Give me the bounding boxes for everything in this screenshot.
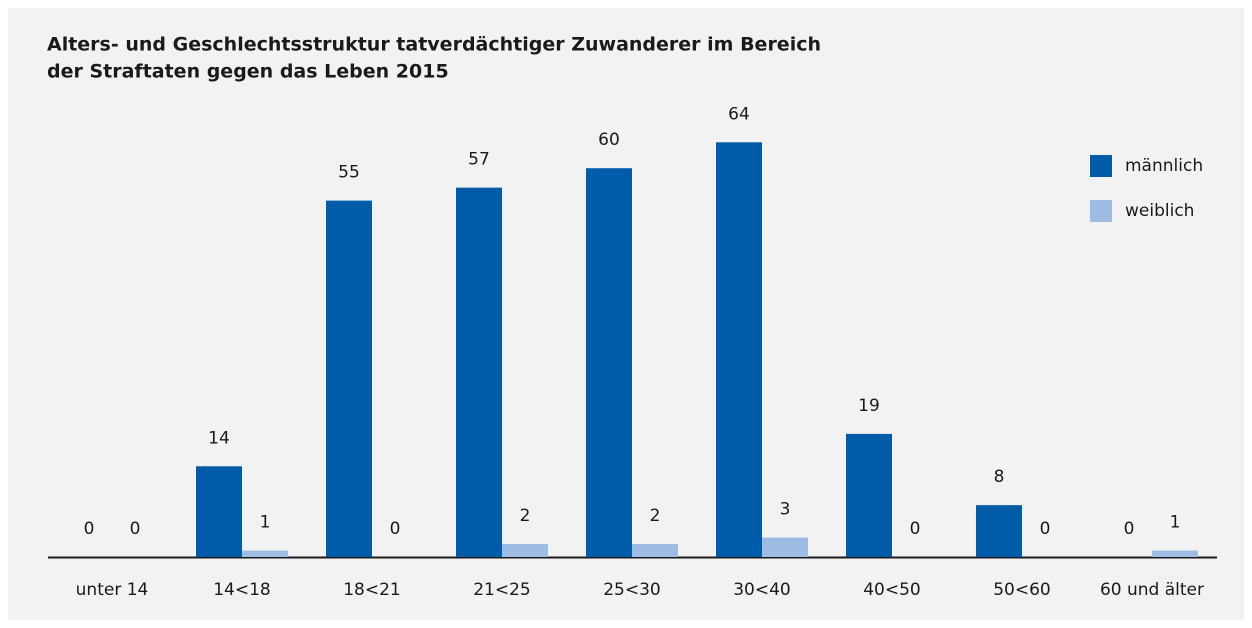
x-tick-label: 50<60 (993, 580, 1051, 600)
bar (586, 168, 632, 557)
bar (1152, 550, 1198, 557)
value-label: 0 (130, 519, 141, 539)
value-label: 14 (208, 428, 230, 448)
x-tick-label: 40<50 (863, 580, 921, 600)
x-tick-label: 60 und älter (1100, 580, 1204, 600)
bar (242, 550, 288, 557)
bar (976, 505, 1022, 557)
legend-swatch (1090, 155, 1112, 177)
value-label: 3 (780, 500, 791, 520)
value-label: 19 (858, 396, 880, 416)
value-label: 57 (468, 150, 490, 170)
value-label: 0 (390, 519, 401, 539)
chart-title: der Straftaten gegen das Leben 2015 (47, 61, 449, 83)
x-tick-label: 21<25 (473, 580, 531, 600)
bar (762, 537, 808, 557)
legend-swatch (1090, 200, 1112, 222)
value-label: 64 (728, 104, 750, 124)
value-label: 2 (520, 506, 531, 526)
x-tick-label: unter 14 (76, 580, 149, 600)
bar (716, 142, 762, 557)
bar (846, 433, 892, 557)
x-tick-label: 30<40 (733, 580, 791, 600)
bar (632, 544, 678, 557)
value-label: 1 (260, 513, 271, 533)
bar (326, 200, 372, 557)
legend-label: weiblich (1125, 201, 1194, 221)
value-label: 0 (1040, 519, 1051, 539)
value-label: 0 (910, 519, 921, 539)
bar (502, 544, 548, 557)
value-label: 1 (1170, 513, 1181, 533)
x-tick-label: 14<18 (213, 580, 271, 600)
value-label: 0 (84, 519, 95, 539)
bar (196, 466, 242, 557)
legend-label: männlich (1125, 156, 1203, 176)
value-label: 2 (650, 506, 661, 526)
x-tick-label: 18<21 (343, 580, 401, 600)
value-label: 0 (1124, 519, 1135, 539)
bar (456, 187, 502, 557)
value-label: 8 (994, 467, 1005, 487)
value-label: 55 (338, 163, 360, 183)
chart-title: Alters- und Geschlechtsstruktur tatverdä… (47, 34, 821, 56)
x-tick-label: 25<30 (603, 580, 661, 600)
value-label: 60 (598, 130, 620, 150)
